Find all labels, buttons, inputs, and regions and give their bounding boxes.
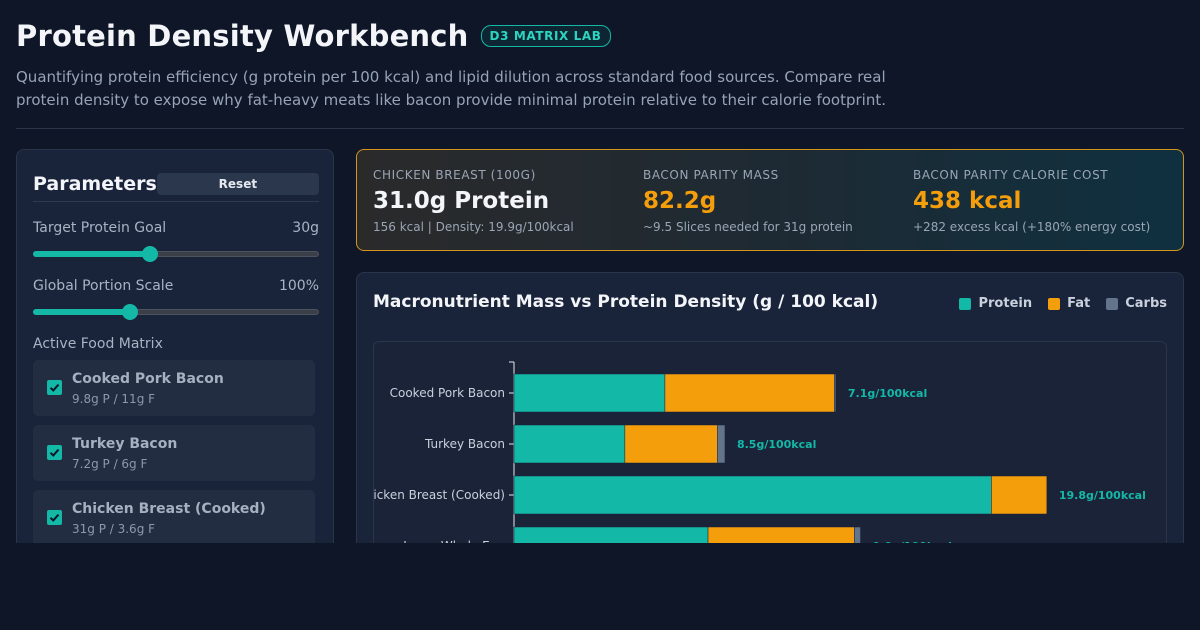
chart-card: Macronutrient Mass vs Protein Density (g… bbox=[356, 272, 1184, 543]
food-checkbox[interactable] bbox=[47, 510, 62, 525]
food-macros: 7.2g P / 6g F bbox=[72, 457, 148, 471]
check-icon bbox=[49, 513, 60, 522]
food-macros: 31g P / 3.6g F bbox=[72, 522, 156, 536]
food-checkbox[interactable] bbox=[47, 380, 62, 395]
category-label: Large Whole Egg bbox=[403, 539, 505, 543]
legend-item-protein: Protein bbox=[959, 296, 1032, 311]
stat-value: 438 kcal bbox=[913, 188, 1022, 214]
food-item-cooked-pork-bacon[interactable]: Cooked Pork Bacon 9.8g P / 11g F bbox=[33, 360, 315, 416]
page-title: Protein Density Workbench bbox=[16, 19, 469, 53]
density-label: 19.8g/100kcal bbox=[1059, 489, 1146, 502]
bar-segment-fat bbox=[991, 475, 1048, 515]
portion-scale-slider[interactable] bbox=[33, 304, 319, 320]
stat-label: BACON PARITY MASS bbox=[643, 168, 779, 182]
bar-segment-carbs bbox=[717, 424, 726, 464]
bar-segment-protein bbox=[513, 475, 992, 515]
legend-label: Carbs bbox=[1125, 296, 1167, 311]
bar-segment-fat bbox=[664, 373, 835, 413]
food-name: Turkey Bacon bbox=[72, 436, 178, 452]
category-label: Chicken Breast (Cooked) bbox=[374, 488, 505, 502]
stat-sub: ~9.5 Slices needed for 31g protein bbox=[643, 220, 853, 234]
food-macros: 9.8g P / 11g F bbox=[72, 392, 156, 406]
panel-divider bbox=[33, 201, 319, 202]
check-icon bbox=[49, 383, 60, 392]
subtitle-line-2: protein density to expose why fat-heavy … bbox=[16, 91, 886, 109]
parameters-panel: Parameters Reset Target Protein Goal 30g… bbox=[16, 149, 334, 543]
chart-title: Macronutrient Mass vs Protein Density (g… bbox=[373, 292, 879, 312]
bar-segment-protein bbox=[513, 373, 666, 413]
food-matrix-label: Active Food Matrix bbox=[33, 336, 163, 352]
portion-scale-label: Global Portion Scale bbox=[33, 278, 174, 294]
density-label: 8.5g/100kcal bbox=[737, 438, 816, 451]
chart-legend: Protein Fat Carbs bbox=[959, 296, 1167, 311]
subtitle-line-1: Quantifying protein efficiency (g protei… bbox=[16, 68, 886, 86]
protein-goal-control: Target Protein Goal 30g bbox=[33, 220, 319, 262]
stats-card: CHICKEN BREAST (100G) 31.0g Protein 156 … bbox=[356, 149, 1184, 251]
legend-label: Fat bbox=[1067, 296, 1091, 311]
protein-goal-slider[interactable] bbox=[33, 246, 319, 262]
page-subtitle: Quantifying protein efficiency (g protei… bbox=[16, 66, 916, 112]
food-item-turkey-bacon[interactable]: Turkey Bacon 7.2g P / 6g F bbox=[33, 425, 315, 481]
food-item-chicken-breast[interactable]: Chicken Breast (Cooked) 31g P / 3.6g F bbox=[33, 490, 315, 543]
protein-goal-label: Target Protein Goal bbox=[33, 220, 167, 236]
bar-segment-carbs bbox=[854, 526, 861, 543]
slider-fill bbox=[33, 309, 131, 315]
portion-scale-control: Global Portion Scale 100% bbox=[33, 278, 319, 320]
legend-swatch bbox=[1048, 297, 1061, 310]
slider-thumb[interactable] bbox=[122, 304, 139, 320]
stat-label: CHICKEN BREAST (100G) bbox=[373, 168, 536, 182]
header-divider bbox=[16, 128, 1184, 129]
category-label: Cooked Pork Bacon bbox=[390, 386, 505, 400]
legend-item-carbs: Carbs bbox=[1106, 296, 1167, 311]
bar-segment-fat bbox=[707, 526, 855, 543]
legend-item-fat: Fat bbox=[1048, 296, 1090, 311]
stat-chicken-breast: CHICKEN BREAST (100G) 31.0g Protein 156 … bbox=[373, 168, 574, 234]
bar-segment-carbs bbox=[834, 373, 837, 413]
protein-goal-value: 30g bbox=[292, 220, 319, 236]
check-icon bbox=[49, 448, 60, 457]
stat-value: 82.2g bbox=[643, 188, 717, 214]
page-header: Protein Density Workbench D3 MATRIX LAB … bbox=[16, 14, 1184, 112]
portion-scale-value: 100% bbox=[278, 278, 319, 294]
stat-bacon-parity-mass: BACON PARITY MASS 82.2g ~9.5 Slices need… bbox=[643, 168, 853, 234]
density-label: 9.0g/100kcal bbox=[873, 540, 952, 543]
stat-value: 31.0g Protein bbox=[373, 188, 550, 214]
legend-swatch bbox=[959, 297, 972, 310]
content-viewport: Parameters Reset Target Protein Goal 30g… bbox=[0, 149, 1200, 543]
bar-segment-fat bbox=[624, 424, 718, 464]
density-label: 7.1g/100kcal bbox=[848, 387, 927, 400]
food-name: Cooked Pork Bacon bbox=[72, 371, 224, 387]
slider-fill bbox=[33, 251, 151, 257]
stat-sub: +282 excess kcal (+180% energy cost) bbox=[913, 220, 1151, 234]
stat-sub: 156 kcal | Density: 19.9g/100kcal bbox=[373, 220, 574, 234]
category-label: Turkey Bacon bbox=[424, 437, 505, 451]
stat-label: BACON PARITY CALORIE COST bbox=[913, 168, 1109, 182]
food-checkbox[interactable] bbox=[47, 445, 62, 460]
parameters-title: Parameters bbox=[33, 173, 157, 195]
reset-button[interactable]: Reset bbox=[156, 173, 319, 195]
food-name: Chicken Breast (Cooked) bbox=[72, 501, 266, 517]
slider-thumb[interactable] bbox=[142, 246, 159, 262]
stat-bacon-calorie-cost: BACON PARITY CALORIE COST 438 kcal +282 … bbox=[913, 168, 1150, 234]
bar-chart: Cooked Pork Bacon 7.1g/100kcal Turkey Baco… bbox=[374, 361, 1146, 543]
bar-segment-protein bbox=[513, 424, 626, 464]
legend-label: Protein bbox=[978, 296, 1033, 311]
plot-area: Cooked Pork Bacon 7.1g/100kcal Turkey Baco… bbox=[373, 341, 1167, 543]
lab-badge: D3 MATRIX LAB bbox=[480, 25, 611, 47]
bar-segment-protein bbox=[513, 526, 709, 543]
legend-swatch bbox=[1106, 297, 1119, 310]
